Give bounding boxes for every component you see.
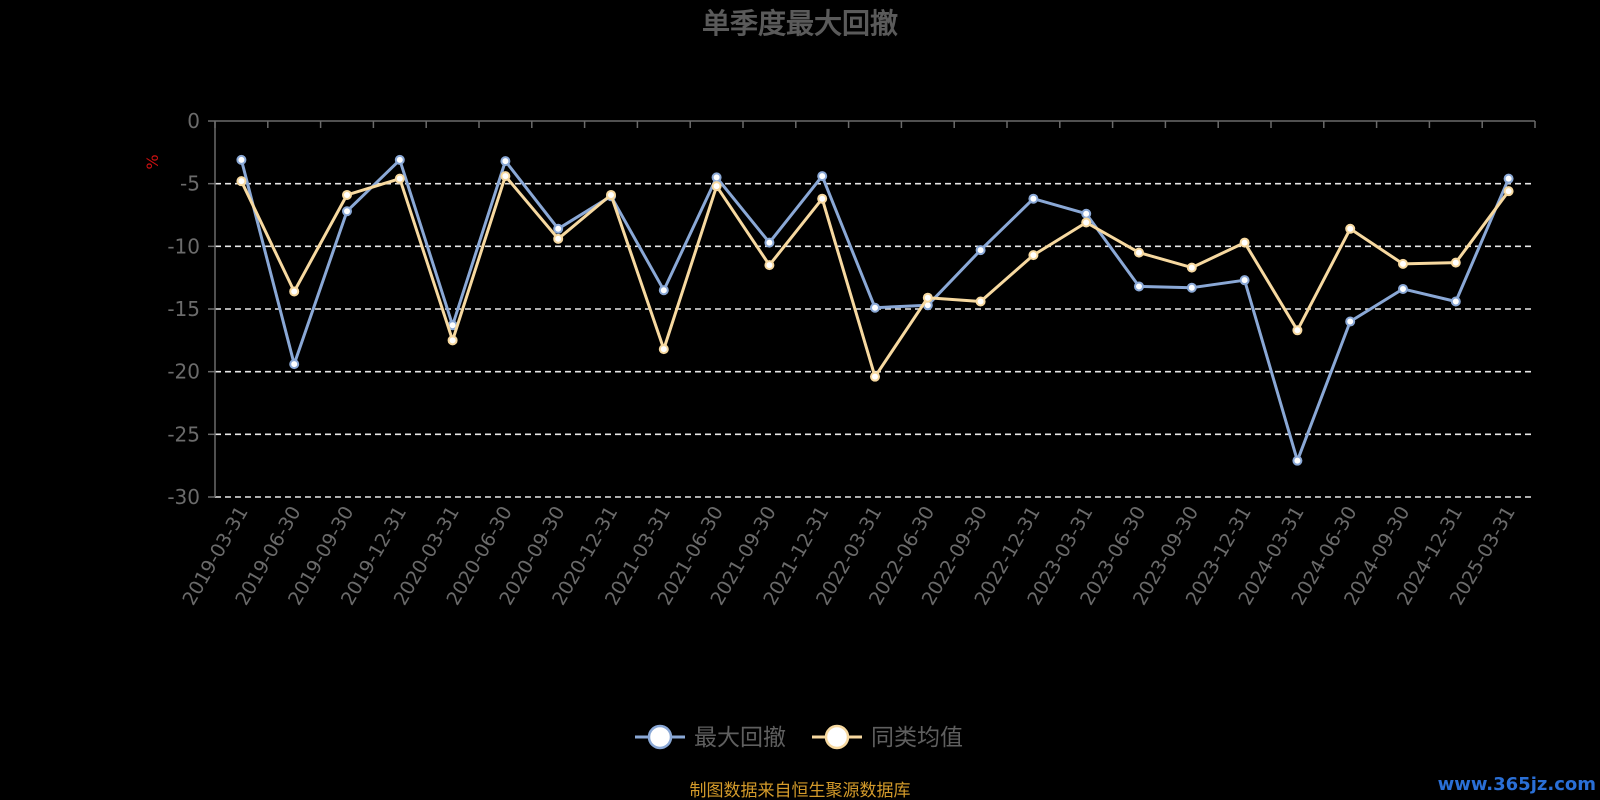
y-tick-label: -15 <box>167 297 200 321</box>
data-point[interactable] <box>553 233 564 244</box>
legend-item-2[interactable]: 同类均值 <box>812 724 963 751</box>
data-point[interactable] <box>236 176 247 187</box>
series-lines <box>236 154 1514 466</box>
legend-marker <box>647 724 673 750</box>
data-point[interactable] <box>658 285 669 296</box>
source-note: 制图数据来自恒生聚源数据库 <box>690 781 911 800</box>
data-point[interactable] <box>1450 257 1461 268</box>
watermark: www.365jz.com <box>1438 774 1596 795</box>
y-tick-label: -10 <box>167 234 200 258</box>
data-point[interactable] <box>1239 275 1250 286</box>
data-point[interactable] <box>764 260 775 271</box>
data-point[interactable] <box>342 189 352 200</box>
data-point[interactable] <box>817 193 828 204</box>
legend: 最大回撤 同类均值 <box>635 724 963 751</box>
data-point[interactable] <box>500 156 511 167</box>
data-point[interactable] <box>1081 208 1092 219</box>
data-point[interactable] <box>1450 296 1461 307</box>
legend-marker <box>824 724 850 750</box>
data-point[interactable] <box>606 189 616 200</box>
data-point[interactable] <box>1345 316 1356 327</box>
legend-item-1[interactable]: 最大回撤 <box>635 724 786 751</box>
legend-label: 最大回撤 <box>694 725 786 751</box>
data-point[interactable] <box>1028 250 1039 261</box>
data-point[interactable] <box>1503 186 1514 197</box>
data-point[interactable] <box>1028 193 1039 204</box>
data-point[interactable] <box>764 237 775 248</box>
data-point[interactable] <box>1398 258 1408 269</box>
y-tick-label: -25 <box>167 422 200 446</box>
y-tick-label: -5 <box>180 172 200 196</box>
x-axis-ticks: 2019-03-312019-06-302019-09-302019-12-31… <box>178 121 1536 609</box>
data-point[interactable] <box>711 181 722 192</box>
data-point[interactable] <box>1503 173 1514 184</box>
data-point[interactable] <box>658 344 669 355</box>
y-tick-label: -20 <box>167 360 200 384</box>
data-point[interactable] <box>394 154 405 165</box>
data-point[interactable] <box>870 371 880 382</box>
y-tick-label: -30 <box>167 485 200 509</box>
y-tick-label: 0 <box>187 109 200 133</box>
data-point[interactable] <box>289 359 300 370</box>
data-point[interactable] <box>500 171 511 182</box>
data-point[interactable] <box>711 172 722 183</box>
data-point[interactable] <box>817 171 828 182</box>
data-point[interactable] <box>394 173 405 184</box>
data-point[interactable] <box>1398 283 1408 294</box>
legend-label: 同类均值 <box>871 725 963 751</box>
data-point[interactable] <box>1134 247 1144 258</box>
data-point[interactable] <box>236 154 247 165</box>
data-point[interactable] <box>975 245 986 256</box>
grid-lines <box>215 182 1535 498</box>
data-point[interactable] <box>1134 281 1144 292</box>
data-point[interactable] <box>1186 262 1197 273</box>
data-point[interactable] <box>1081 217 1092 228</box>
data-point[interactable] <box>289 286 300 297</box>
data-point[interactable] <box>1345 223 1356 234</box>
data-point[interactable] <box>447 335 458 346</box>
data-point[interactable] <box>922 292 933 303</box>
data-point[interactable] <box>553 223 564 234</box>
y-axis-unit: % <box>143 154 162 169</box>
data-point[interactable] <box>975 296 986 307</box>
data-point[interactable] <box>1292 325 1303 336</box>
data-point[interactable] <box>1292 455 1303 466</box>
data-point[interactable] <box>870 302 880 313</box>
series-line-2 <box>240 174 1510 379</box>
data-point[interactable] <box>1239 237 1250 248</box>
y-axis-ticks: 0 -5 -10 -15 -20 -25 -30 <box>167 109 215 509</box>
data-point[interactable] <box>342 206 352 217</box>
chart-title: 单季度最大回撤 <box>702 7 898 40</box>
data-point[interactable] <box>1186 282 1197 293</box>
